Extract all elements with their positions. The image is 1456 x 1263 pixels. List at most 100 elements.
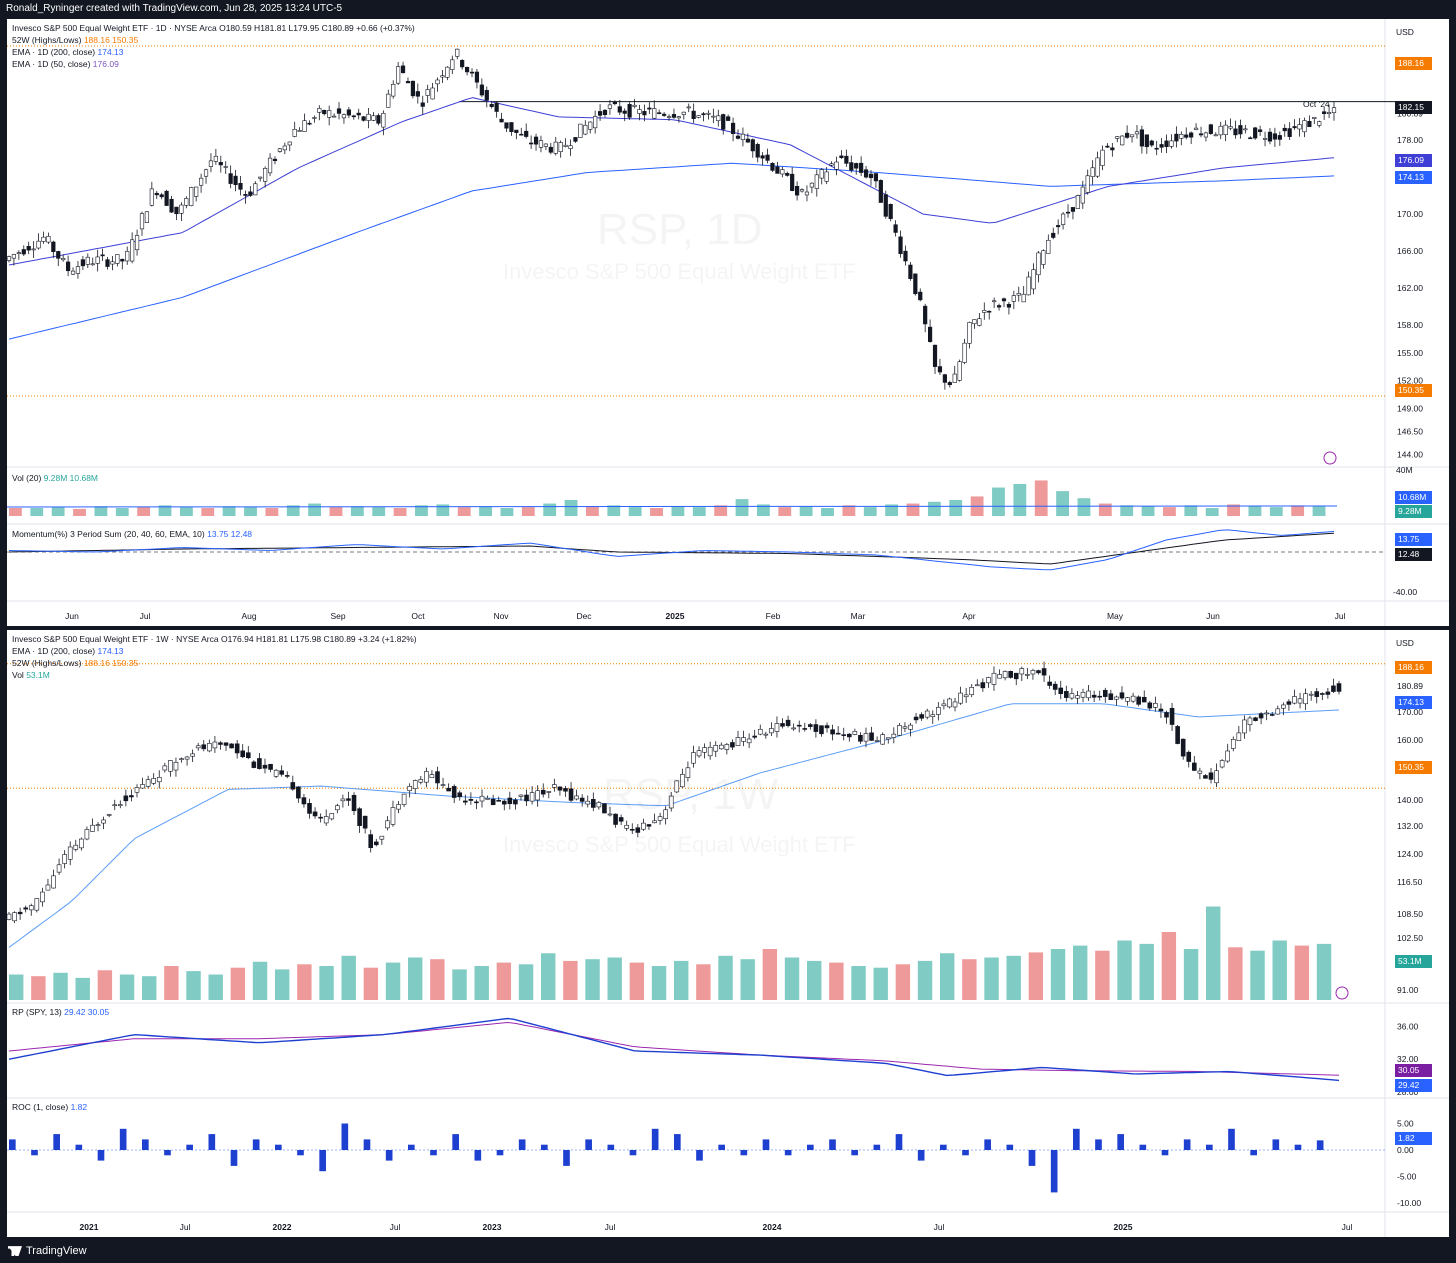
daily-candle-body <box>149 188 154 206</box>
weekly-ema200-line <box>8 703 1340 948</box>
weekly-volume-bar <box>142 976 157 1000</box>
weekly-ind-ema200: EMA · 1D (200, close) 174.13 <box>12 646 124 656</box>
weekly-candle-body <box>424 771 429 783</box>
daily-volume-bar <box>308 503 322 516</box>
daily-volume-bar <box>286 505 300 516</box>
weekly-roc-bar <box>186 1144 193 1150</box>
daily-candle-body <box>1075 195 1080 209</box>
weekly-candle-body <box>936 707 941 715</box>
weekly-roc-bar <box>740 1150 748 1156</box>
daily-volume-bar <box>30 508 44 516</box>
weekly-chart-panel[interactable]: 180.89 170.00 160.00 150.35 140.00 132.00 124.… <box>7 630 1449 1237</box>
daily-candle-body <box>908 264 913 279</box>
daily-candle-body <box>947 382 952 386</box>
weekly-candle-body <box>218 742 223 745</box>
daily-y-tick: 158.00 <box>1397 320 1423 330</box>
weekly-candle-body <box>963 694 969 698</box>
weekly-candle-body <box>902 726 908 729</box>
weekly-candle-body <box>496 800 502 802</box>
weekly-roc-bar <box>75 1144 83 1150</box>
daily-candle-body <box>499 118 504 123</box>
weekly-roc-bar <box>385 1150 393 1161</box>
weekly-candle-body <box>351 794 357 812</box>
daily-candle-body <box>1065 211 1071 214</box>
weekly-candle-body <box>674 780 680 793</box>
weekly-chart-svg[interactable]: 180.89 170.00 160.00 150.35 140.00 132.00 124.… <box>7 630 1449 1237</box>
weekly-candle-body <box>1236 732 1242 741</box>
daily-candle-body <box>987 310 992 313</box>
weekly-candle-body <box>830 729 835 735</box>
weekly-candle-body <box>707 746 713 757</box>
weekly-candle-body <box>490 798 496 806</box>
weekly-candle-body <box>1164 712 1169 718</box>
weekly-candle-body <box>602 803 607 814</box>
weekly-candle-body <box>34 898 40 911</box>
daily-candle-body <box>711 115 716 118</box>
weekly-candle-body <box>1186 751 1192 762</box>
weekly-roc-bar <box>430 1150 437 1156</box>
daily-candle-body <box>647 107 652 110</box>
weekly-roc-bar <box>651 1128 659 1150</box>
weekly-candle-body <box>913 716 919 721</box>
daily-volume-bar <box>628 507 642 516</box>
daily-candle-body <box>125 251 130 262</box>
daily-candle-body <box>755 144 760 158</box>
weekly-candle-body <box>557 786 563 791</box>
weekly-candle-body <box>435 771 440 784</box>
weekly-candle-body <box>401 793 407 805</box>
daily-candle-body <box>1302 120 1307 133</box>
daily-candle-body <box>331 115 337 118</box>
weekly-candle-body <box>340 798 346 802</box>
daily-chart-panel[interactable]: 180.89178.00174.00170.00166.00162.00158.… <box>7 19 1449 626</box>
daily-candle-body <box>1026 276 1031 296</box>
weekly-watermark-name: Invesco S&P 500 Equal Weight ETF <box>503 832 856 858</box>
weekly-volume-bar <box>385 962 401 1000</box>
daily-volume-bar <box>479 506 492 516</box>
weekly-volume-bar <box>895 964 911 1000</box>
weekly-roc-bar <box>563 1150 570 1166</box>
daily-candle-body <box>317 108 322 113</box>
daily-x-tick: Apr <box>962 611 975 621</box>
daily-candle-body <box>538 140 544 148</box>
weekly-roc-bar <box>208 1134 216 1150</box>
daily-candle-body <box>1218 125 1223 136</box>
daily-candle-body <box>1051 232 1056 238</box>
daily-candle-body <box>179 204 184 214</box>
weekly-candle-body <box>1052 683 1058 690</box>
weekly-volume-bar <box>873 967 888 1000</box>
weekly-candle-body <box>869 732 874 741</box>
weekly-candle-body <box>846 733 852 738</box>
weekly-roc-bar <box>807 1144 814 1150</box>
weekly-candle-body <box>746 738 752 744</box>
daily-candle-body <box>455 48 460 57</box>
daily-volume-bar <box>115 508 129 516</box>
weekly-volume-bar <box>430 959 445 1000</box>
weekly-candle-body <box>1097 695 1103 698</box>
daily-candle-body <box>21 249 26 255</box>
weekly-roc-bar <box>53 1134 60 1150</box>
weekly-candle-body <box>106 814 112 816</box>
weekly-candle-body <box>1180 738 1186 757</box>
weekly-ind-52w: 52W (Highs/Lows) 188.16 150.35 <box>12 658 139 668</box>
weekly-candle-body <box>657 816 663 821</box>
weekly-roc-bar <box>1272 1139 1280 1150</box>
daily-candle-body <box>371 115 376 121</box>
weekly-candle-body <box>1080 692 1086 698</box>
daily-candle-body <box>1184 134 1189 138</box>
weekly-volume-bar <box>275 969 290 1000</box>
daily-volume-bar <box>1163 507 1176 516</box>
weekly-candle-body <box>518 794 524 797</box>
weekly-volume-bar <box>9 974 24 1000</box>
daily-candle-body <box>1129 134 1135 138</box>
weekly-candle-body <box>1047 681 1052 686</box>
daily-candle-body <box>563 144 568 147</box>
weekly-candle-body <box>201 744 207 750</box>
weekly-x-tick: Jul <box>1342 1222 1353 1232</box>
daily-candle-body <box>460 60 465 68</box>
weekly-roc-bar <box>1161 1150 1169 1156</box>
daily-candle-body <box>612 101 617 105</box>
daily-volume-bar <box>158 505 172 516</box>
weekly-roc-bar <box>31 1150 38 1156</box>
weekly-roc-bar <box>696 1150 703 1161</box>
daily-candle-body <box>41 236 46 242</box>
